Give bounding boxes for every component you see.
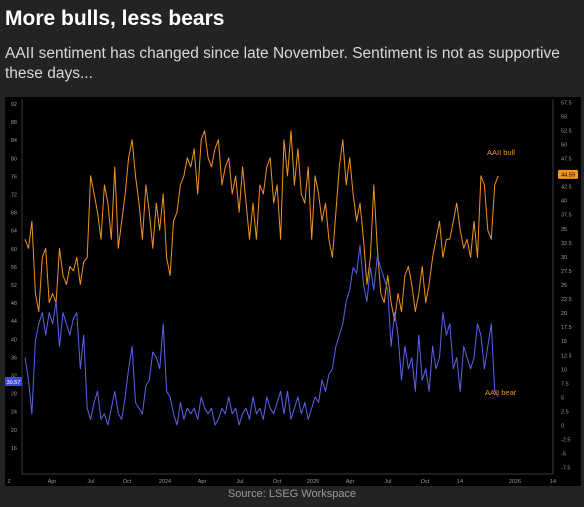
right-tick-label: 5: [561, 395, 564, 401]
left-current-value: 30.57: [7, 380, 21, 386]
left-tick-label: 24: [11, 410, 17, 416]
series-line-aaii-bear: [24, 244, 499, 426]
left-tick-label: 92: [11, 102, 17, 108]
x-tick-label: Jul: [384, 479, 391, 485]
right-tick-label: 37.5: [561, 213, 572, 219]
left-tick-label: 60: [11, 247, 17, 253]
x-tick-label: 14: [457, 479, 463, 485]
right-tick-label: 0: [561, 424, 564, 430]
left-current-badge: [5, 376, 22, 386]
right-tick-label: 2.5: [561, 409, 569, 415]
plot-panel: 16 20 24 28 32 36 40 44 48 52 56 60 64 68 72 76 80 84 88 92…: [5, 97, 581, 486]
x-axis-menu-icon: Z: [7, 479, 11, 485]
left-tick-label: 76: [11, 174, 17, 180]
right-tick-label: 52.5: [561, 128, 572, 134]
bull-series-label: AAII bull: [487, 148, 515, 157]
left-tick-label: 48: [11, 301, 17, 307]
right-tick-label: 47.5: [561, 157, 572, 163]
x-tick-label: 2026: [509, 479, 521, 485]
series-line-aaii-bull: [24, 130, 499, 322]
right-tick-label: 27.5: [561, 269, 572, 275]
left-tick-label: 44: [11, 319, 17, 325]
right-tick-label: 55: [561, 114, 567, 120]
left-tick-label: 68: [11, 211, 17, 217]
right-current-value: 44.59: [561, 173, 575, 179]
chart-svg: 1620242832364044485256606468727680848892…: [5, 99, 578, 485]
left-tick-label: 40: [11, 337, 17, 343]
right-current-badge: [558, 169, 578, 179]
x-tick-label: 14: [550, 479, 556, 485]
right-tick-label: 12.5: [561, 353, 572, 359]
right-tick-label: 57.5: [561, 100, 572, 106]
right-tick-label: 35: [561, 227, 567, 233]
right-tick-label: 22.5: [561, 297, 572, 303]
source-note: Source: LSEG Workspace: [227, 488, 357, 500]
chart-subtitle: AAII sentiment has changed since late No…: [5, 45, 560, 82]
right-tick-label: 17.5: [561, 325, 572, 331]
left-tick-label: 36: [11, 355, 17, 361]
left-tick-label: 28: [11, 392, 17, 398]
x-tick-label: Apr: [198, 479, 207, 485]
x-tick-label: Jul: [236, 479, 243, 485]
left-tick-label: 80: [11, 156, 17, 162]
left-tick-label: 72: [11, 193, 17, 199]
chart-title: More bulls, less bears: [5, 7, 225, 30]
right-tick-label: -7.5: [561, 466, 570, 472]
left-tick-label: 32: [11, 373, 17, 379]
x-tick-label: Jul: [87, 479, 94, 485]
right-tick-label: 25: [561, 283, 567, 289]
x-tick-label: Oct: [421, 479, 430, 485]
right-tick-label: 32.5: [561, 241, 572, 247]
right-tick-label: 50: [561, 142, 567, 148]
x-tick-label: 2024: [159, 479, 171, 485]
right-tick-label: 10: [561, 367, 567, 373]
x-tick-label: 2025: [307, 479, 319, 485]
right-tick-label: -2.5: [561, 438, 570, 444]
left-tick-label: 16: [11, 446, 17, 452]
bear-series-label: AAII bear: [485, 388, 517, 397]
right-tick-label: 30: [561, 255, 567, 261]
left-tick-label: 64: [11, 229, 17, 235]
right-tick-label: 20: [561, 311, 567, 317]
left-tick-label: 88: [11, 120, 17, 126]
right-tick-label: 42.5: [561, 185, 572, 191]
x-tick-label: Apr: [346, 479, 355, 485]
x-tick-label: Oct: [123, 479, 132, 485]
left-tick-label: 20: [11, 428, 17, 434]
right-tick-label: 40: [561, 199, 567, 205]
right-tick-label: 7.5: [561, 381, 569, 387]
x-tick-label: Oct: [273, 479, 282, 485]
left-tick-label: 84: [11, 138, 17, 144]
right-tick-label: -5: [561, 452, 566, 458]
left-tick-label: 56: [11, 265, 17, 271]
left-tick-label: 52: [11, 283, 17, 289]
x-tick-label: Apr: [48, 479, 57, 485]
right-tick-label: 15: [561, 339, 567, 345]
